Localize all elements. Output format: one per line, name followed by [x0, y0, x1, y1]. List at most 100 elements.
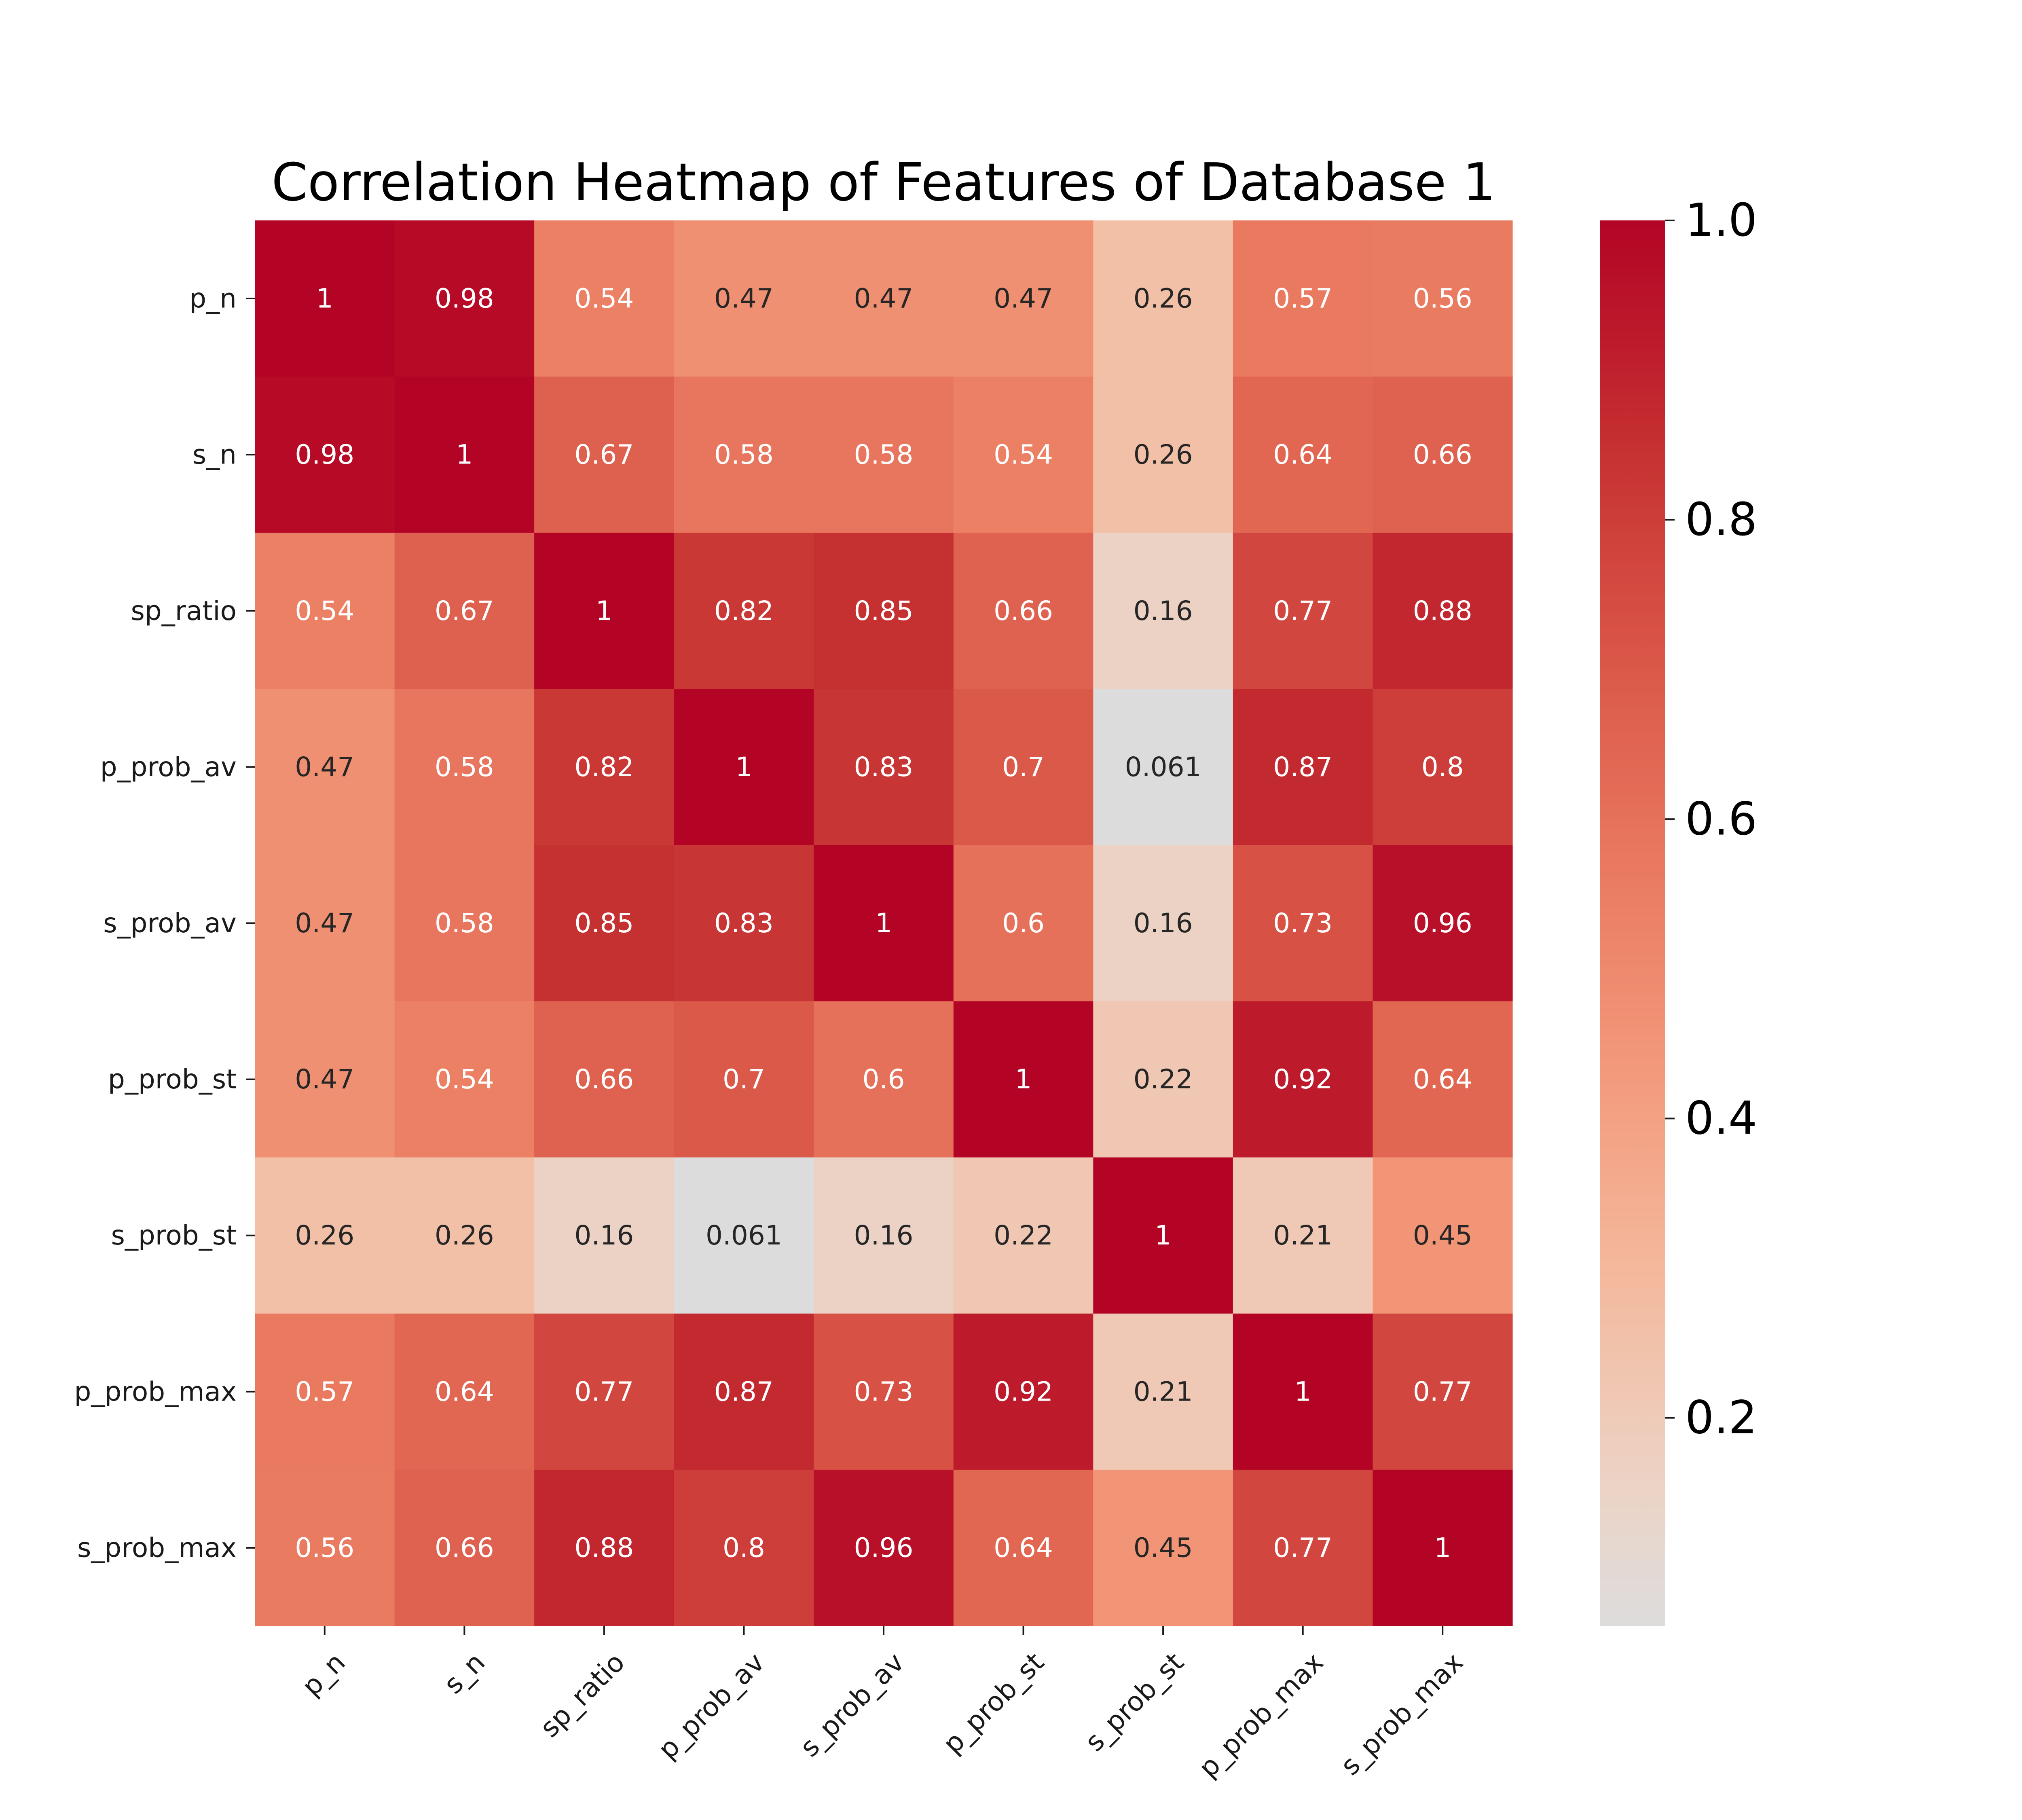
heatmap-cell-p_prob_st-s_prob_max — [1373, 1001, 1513, 1158]
y-tick-label: s_n — [192, 439, 237, 470]
heatmap-cell-s_prob_max-s_prob_max — [1373, 1469, 1513, 1626]
heatmap-cell-s_prob_av-sp_ratio — [534, 845, 675, 1002]
heatmap-cell-s_prob_av-s_prob_max — [1373, 845, 1513, 1002]
heatmap-cell-s_prob_st-p_n — [255, 1157, 395, 1314]
heatmap-cell-s_prob_av-s_n — [394, 845, 535, 1002]
heatmap-cell-s_n-p_prob_max — [1233, 377, 1373, 533]
x-tick-label: p_prob_st — [937, 1646, 1050, 1759]
cell-value-label: 0.54 — [435, 1064, 494, 1095]
cell-value-label: 0.47 — [994, 283, 1053, 314]
heatmap-cell-s_prob_av-p_n — [255, 845, 395, 1002]
x-tick-label: s_prob_max — [1335, 1646, 1469, 1781]
colorbar-tick-label: 0.6 — [1685, 793, 1757, 845]
cell-value-label: 0.87 — [1273, 751, 1332, 783]
cell-value-label: 0.47 — [854, 283, 914, 314]
cell-value-label: 0.16 — [1134, 908, 1193, 939]
cell-value-label: 0.77 — [574, 1376, 634, 1407]
cell-value-label: 0.47 — [295, 751, 354, 783]
heatmap-cell-p_prob_av-p_n — [255, 689, 395, 846]
heatmap-cell-p_n-p_prob_st — [953, 220, 1093, 377]
heatmap-cell-p_prob_max-s_n — [394, 1313, 535, 1470]
y-axis: p_n s_n sp_ratio p_prob_av s_prob_av p_prob_s… — [74, 283, 255, 1563]
colorbar-tick-label: 0.4 — [1685, 1092, 1757, 1145]
heatmap-cell-p_prob_max-p_n — [255, 1313, 395, 1470]
cell-value-label: 0.83 — [714, 908, 774, 939]
cell-value-label: 1 — [1434, 1532, 1451, 1563]
cell-value-label: 0.73 — [854, 1376, 914, 1407]
heatmap-cell-s_n-p_prob_av — [674, 377, 814, 533]
heatmap-cell-p_n-p_prob_av — [674, 220, 814, 377]
cell-value-label: 0.47 — [295, 908, 354, 939]
colorbar-tick-label: 0.2 — [1685, 1392, 1757, 1444]
cell-value-label: 0.26 — [295, 1220, 354, 1251]
heatmap-cell-p_prob_st-s_prob_av — [814, 1001, 954, 1158]
heatmap-cell-p_prob_max-p_prob_av — [674, 1313, 814, 1470]
cell-value-label: 0.85 — [574, 908, 634, 939]
cell-value-label: 0.66 — [435, 1532, 494, 1563]
heatmap-cell-p_n-s_prob_max — [1373, 220, 1513, 377]
cell-value-label: 0.67 — [574, 439, 634, 470]
heatmap-cell-s_prob_st-p_prob_max — [1233, 1157, 1373, 1314]
cell-value-label: 0.58 — [714, 439, 774, 470]
heatmap-cell-p_prob_st-s_n — [394, 1001, 535, 1158]
heatmap-cells — [255, 220, 1513, 1626]
cell-value-label: 0.77 — [1273, 1532, 1332, 1563]
heatmap-cell-p_prob_max-sp_ratio — [534, 1313, 675, 1470]
heatmap-cell-s_prob_av-p_prob_st — [953, 845, 1093, 1002]
cell-value-label: 0.54 — [574, 283, 634, 314]
cell-value-label: 0.87 — [714, 1376, 774, 1407]
heatmap-cell-p_prob_av-p_prob_st — [953, 689, 1093, 846]
heatmap-cell-s_prob_av-s_prob_av — [814, 845, 954, 1002]
cell-value-label: 0.26 — [1134, 439, 1193, 470]
x-tick-label: p_n — [296, 1646, 351, 1702]
cell-value-label: 0.45 — [1134, 1532, 1193, 1563]
heatmap-cell-s_prob_max-p_prob_av — [674, 1469, 814, 1626]
cell-value-label: 0.061 — [1125, 751, 1201, 783]
y-tick-label: s_prob_av — [103, 908, 237, 939]
cell-value-label: 0.96 — [1413, 908, 1472, 939]
heatmap-cell-s_prob_st-p_prob_st — [953, 1157, 1093, 1314]
cell-value-label: 0.82 — [714, 595, 774, 626]
heatmap-cell-p_prob_av-p_prob_max — [1233, 689, 1373, 846]
x-tick-label: sp_ratio — [534, 1646, 630, 1743]
cell-value-label: 0.6 — [863, 1064, 905, 1095]
heatmap-cell-p_n-p_n — [255, 220, 395, 377]
heatmap-cell-p_prob_av-p_prob_av — [674, 689, 814, 846]
cell-value-label: 0.22 — [994, 1220, 1053, 1251]
heatmap-cell-s_prob_max-s_n — [394, 1469, 535, 1626]
heatmap-cell-p_prob_st-p_prob_av — [674, 1001, 814, 1158]
heatmap-cell-s_prob_max-p_prob_st — [953, 1469, 1093, 1626]
x-tick-label: s_prob_st — [1079, 1646, 1190, 1757]
heatmap-cell-sp_ratio-p_prob_av — [674, 533, 814, 689]
heatmap-cell-s_prob_max-sp_ratio — [534, 1469, 675, 1626]
x-tick-label: s_prob_av — [794, 1646, 910, 1763]
cell-value-label: 0.82 — [574, 751, 634, 783]
heatmap-cell-s_n-p_prob_st — [953, 377, 1093, 533]
heatmap-cell-p_prob_st-p_prob_max — [1233, 1001, 1373, 1158]
heatmap-cell-s_prob_av-p_prob_av — [674, 845, 814, 1002]
heatmap-cell-s_prob_max-p_n — [255, 1469, 395, 1626]
cell-value-label: 0.83 — [854, 751, 914, 783]
heatmap-cell-s_n-sp_ratio — [534, 377, 675, 533]
heatmap-cell-p_prob_max-s_prob_max — [1373, 1313, 1513, 1470]
heatmap-cell-sp_ratio-s_n — [394, 533, 535, 689]
cell-value-label: 1 — [1155, 1220, 1172, 1251]
heatmap-cell-p_n-sp_ratio — [534, 220, 675, 377]
heatmap-cell-s_prob_st-s_prob_av — [814, 1157, 954, 1314]
cell-value-label: 1 — [1015, 1064, 1032, 1095]
cell-value-label: 1 — [456, 439, 473, 470]
cell-value-label: 1 — [596, 595, 613, 626]
heatmap-cell-s_prob_max-s_prob_av — [814, 1469, 954, 1626]
heatmap-cell-p_prob_st-sp_ratio — [534, 1001, 675, 1158]
cell-value-label: 0.8 — [1421, 751, 1464, 783]
cell-value-label: 0.66 — [1413, 439, 1472, 470]
heatmap-cell-s_prob_av-p_prob_max — [1233, 845, 1373, 1002]
heatmap-cell-s_n-s_prob_max — [1373, 377, 1513, 533]
cell-value-label: 0.061 — [706, 1220, 782, 1251]
cell-value-label: 0.47 — [295, 1064, 354, 1095]
heatmap-cell-s_prob_av-s_prob_st — [1093, 845, 1233, 1002]
heatmap-cell-p_prob_st-p_n — [255, 1001, 395, 1158]
heatmap-cell-s_n-s_n — [394, 377, 535, 533]
heatmap-cell-s_prob_max-s_prob_st — [1093, 1469, 1233, 1626]
heatmap-cell-p_prob_st-s_prob_st — [1093, 1001, 1233, 1158]
